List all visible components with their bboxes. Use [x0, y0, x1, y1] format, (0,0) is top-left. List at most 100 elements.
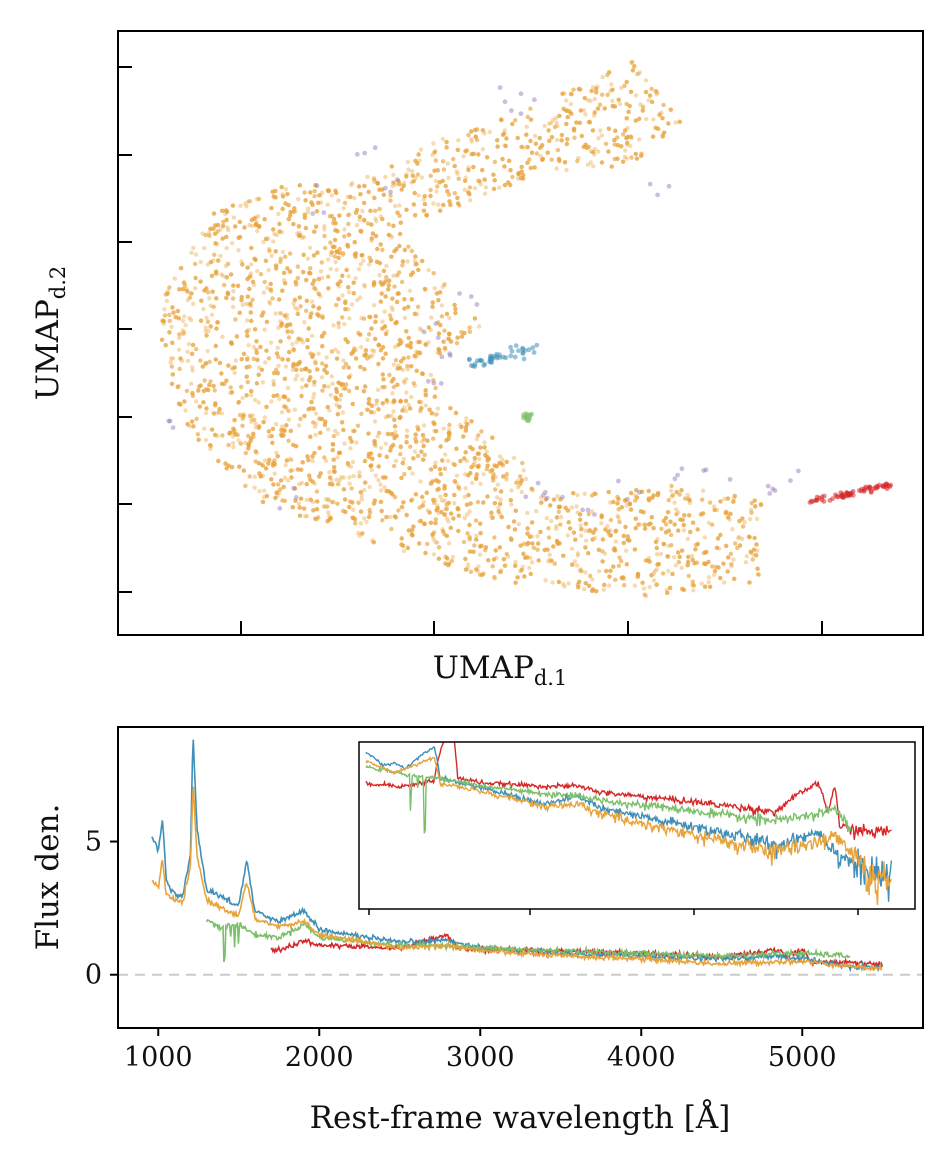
scatter-point-majority [325, 202, 330, 207]
scatter-point-majority [672, 500, 677, 505]
scatter-point-majority [628, 490, 634, 496]
scatter-point-majority [200, 364, 205, 369]
scatter-point-majority [351, 507, 356, 512]
scatter-point-majority [549, 135, 555, 140]
scatter-point-majority [323, 245, 328, 251]
scatter-point-majority [189, 419, 195, 424]
scatter-point-majority [170, 340, 175, 345]
scatter-point-majority [268, 287, 273, 292]
scatter-point-majority [362, 516, 367, 521]
scatter-point-majority [422, 286, 428, 292]
scatter-point-majority [590, 577, 595, 582]
scatter-point-majority [416, 193, 421, 198]
scatter-point-majority [332, 244, 337, 250]
scatter-point-majority [353, 356, 359, 361]
scatter-point-majority [302, 212, 307, 217]
scatter-point-majority [628, 507, 634, 512]
scatter-point-majority [406, 528, 411, 533]
scatter-point-majority [322, 422, 328, 427]
scatter-point-majority [500, 132, 506, 137]
scatter-point-majority [182, 329, 187, 335]
scatter-point-majority [546, 559, 551, 564]
scatter-point-majority [599, 514, 604, 520]
scatter-point-majority [502, 563, 508, 568]
scatter-point-majority [404, 174, 409, 179]
scatter-point-majority [249, 303, 254, 309]
scatter-point-majority [185, 422, 190, 427]
scatter-point-majority [545, 150, 550, 155]
scatter-point-majority [590, 588, 595, 594]
scatter-point-majority [229, 390, 235, 395]
scatter-point-majority [406, 355, 411, 360]
scatter-point-majority [239, 384, 244, 390]
scatter-point-majority [260, 499, 266, 505]
scatter-point-majority [334, 402, 339, 408]
scatter-point-majority [291, 301, 296, 306]
scatter-point-majority [500, 457, 505, 463]
scatter-point-majority [310, 281, 315, 286]
scatter-point-majority [659, 526, 664, 531]
scatter-point-majority [193, 286, 198, 291]
scatter-point-majority [371, 540, 376, 545]
scatter-point-majority [413, 212, 418, 217]
scatter-point-majority [183, 323, 188, 328]
scatter-point-majority [268, 340, 274, 345]
scatter-point-majority [686, 573, 691, 579]
scatter-point-majority [591, 530, 596, 535]
scatter-point-majority [320, 315, 325, 320]
scatter-point-majority [577, 512, 583, 517]
scatter-point-majority [333, 259, 338, 265]
scatter-point-majority [357, 214, 363, 219]
scatter-point-majority [404, 440, 409, 445]
scatter-point-majority [311, 406, 316, 411]
scatter-point-majority [433, 157, 438, 163]
scatter-point-majority [275, 393, 280, 398]
scatter-point-majority [476, 433, 481, 438]
scatter-point-majority [702, 535, 707, 540]
scatter-point-majority [311, 508, 316, 513]
scatter-point-majority [588, 573, 593, 579]
scatter-point-majority [273, 421, 279, 427]
scatter-point-majority [271, 239, 276, 244]
scatter-point-majority [211, 304, 216, 310]
scatter-point-majority [404, 207, 409, 212]
scatter-point-majority [232, 365, 237, 370]
scatter-point-majority [262, 279, 267, 285]
scatter-point-majority [388, 233, 393, 238]
scatter-point-majority [354, 223, 360, 228]
scatter-point-majority [223, 263, 229, 269]
scatter-point-majority [372, 179, 377, 185]
scatter-point-majority [571, 491, 576, 496]
scatter-point-majority [254, 339, 259, 344]
scatter-point-majority [337, 397, 343, 402]
scatter-point-majority [438, 444, 443, 449]
scatter-point-majority [327, 481, 333, 487]
scatter-point-majority [322, 330, 327, 336]
scatter-point-majority [256, 400, 261, 405]
scatter-point-majority [650, 134, 656, 139]
scatter-point-majority [406, 304, 411, 310]
scatter-point-majority [392, 514, 398, 519]
scatter-point-majority [630, 68, 636, 73]
scatter-point-majority [654, 545, 659, 551]
scatter-point-majority [666, 121, 671, 126]
scatter-point-majority [748, 549, 753, 554]
scatter-point-majority [511, 455, 517, 461]
scatter-point-majority [261, 290, 267, 295]
scatter-point-majority [237, 234, 243, 240]
scatter-point-majority [353, 521, 358, 526]
scatter-point-majority [299, 385, 305, 390]
scatter-point-majority [582, 95, 587, 101]
scatter-point-majority [281, 394, 287, 400]
scatter-point-majority [690, 520, 696, 525]
scatter-point-majority [624, 548, 629, 553]
scatter-point-majority [633, 516, 638, 521]
scatter-point-majority [190, 391, 195, 396]
scatter-point-majority [611, 564, 616, 569]
scatter-point-majority [515, 135, 520, 141]
scatter-point-majority [653, 539, 659, 545]
scatter-point-majority [462, 515, 467, 521]
scatter-point-majority [296, 361, 301, 366]
scatter-point-majority [431, 141, 436, 146]
scatter-point-majority [255, 268, 260, 274]
